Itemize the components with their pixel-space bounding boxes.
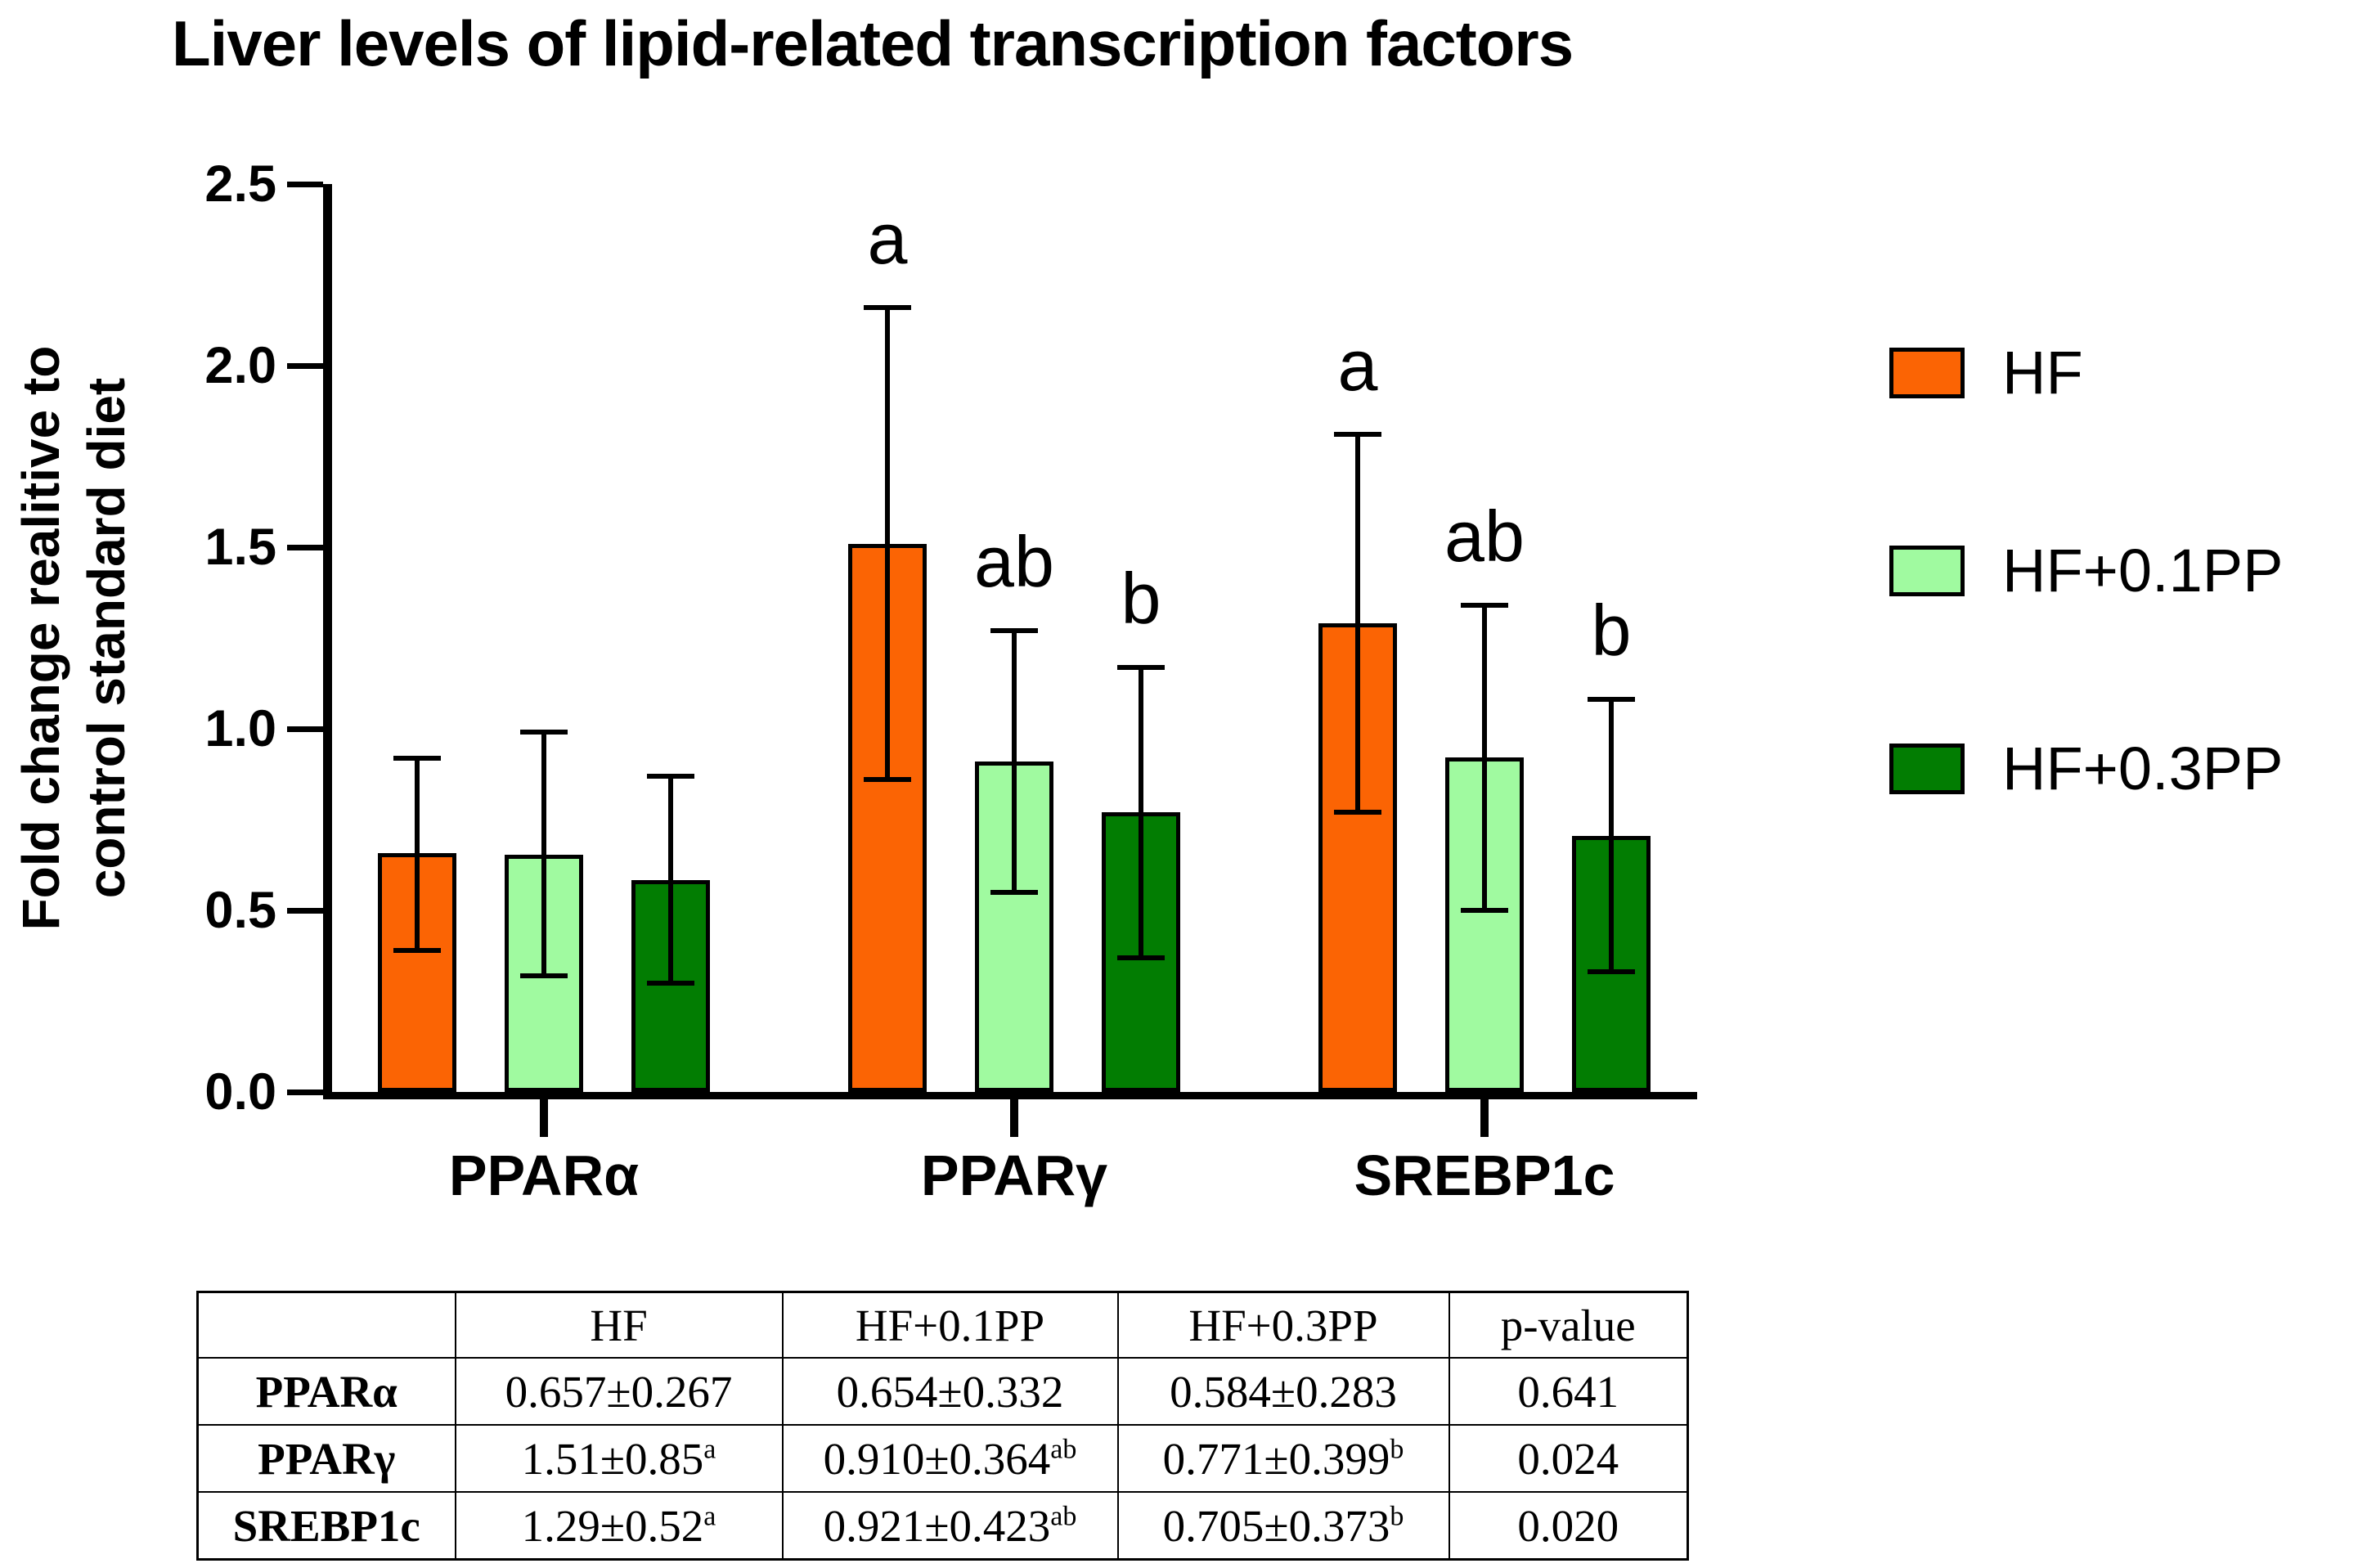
y-tick-label: 2.5 [204,155,276,213]
bar-hf-0-1pp-1 [975,761,1053,1092]
significance-letter: b [1591,590,1632,672]
error-bar-line [1012,631,1017,892]
stats-table-header: HF HF+0.1PP HF+0.3PP p-value [196,1291,1689,1359]
stats-table-cell: 0.024 [1448,1424,1689,1493]
x-tick-mark [540,1099,548,1137]
y-tick-mark [287,182,323,187]
stats-table-row-label: SREBP1c [196,1491,456,1561]
significance-letter: ab [974,521,1054,603]
error-bar-line [668,775,673,983]
y-tick-label: 1.5 [204,519,276,576]
stats-table: HF HF+0.1PP HF+0.3PP p-value PPARα 0.657±0.2… [196,1291,1689,1561]
error-bar-cap-top [990,628,1038,634]
stats-table-cell-superscript: b [1390,1501,1404,1532]
stats-table-row-label: PPARγ [196,1424,456,1493]
stats-table-cell-superscript: ab [1050,1434,1077,1465]
y-tick-label: 0.0 [204,1063,276,1121]
stats-table-cell-superscript: a [703,1434,716,1465]
error-bar-cap-bottom [990,889,1038,895]
error-bar-cap-top [647,773,694,779]
y-tick-label: 1.0 [204,700,276,757]
significance-letter: a [867,197,908,279]
legend-swatch-hf-0-3pp [1889,744,1965,794]
stats-table-row: SREBP1c 1.29±0.52a 0.921±0.423ab 0.705±0.37… [196,1491,1689,1561]
stats-table-header-cell: HF [454,1291,784,1359]
stats-table-header-cell [196,1291,456,1359]
error-bar-line [415,757,420,950]
stats-table-cell: 0.910±0.364ab [781,1424,1119,1493]
stats-table-cell: 1.29±0.52a [454,1491,784,1561]
error-bar-cap-bottom [864,777,911,783]
y-tick-mark [287,726,323,732]
error-bar-cap-bottom [1588,969,1635,975]
error-bar-line [1482,605,1487,910]
x-category-label: PPARγ [920,1143,1108,1207]
error-bar-line [1609,699,1614,973]
error-bar-cap-bottom [647,980,694,986]
stats-table-cell: 0.921±0.423ab [781,1491,1119,1561]
legend-swatch-hf [1889,348,1965,398]
legend-label: HF+0.1PP [2002,537,2284,604]
stats-table-cell: 0.654±0.332 [781,1357,1119,1426]
legend-label: HF+0.3PP [2002,735,2284,802]
significance-letter: b [1121,557,1161,639]
y-tick-mark [287,908,323,914]
stats-table-cell: 0.641 [1448,1357,1689,1426]
stats-table-header-row: HF HF+0.1PP HF+0.3PP p-value [196,1291,1689,1359]
x-tick-mark [1010,1099,1018,1137]
y-tick-label: 0.5 [204,882,276,939]
error-bar-cap-top [520,730,568,735]
y-axis-label: Fold change realitive to control standar… [8,65,147,1211]
error-bar-cap-bottom [1117,955,1165,960]
error-bar-line [1139,667,1143,958]
stats-table-cell-superscript: b [1390,1434,1404,1465]
y-tick-label: 2.0 [204,337,276,394]
stats-table-cell-superscript: ab [1050,1501,1077,1532]
stats-table-cell: 0.657±0.267 [454,1357,784,1426]
error-bar-cap-bottom [1334,810,1381,815]
stats-table-cell-superscript: a [703,1501,716,1532]
stats-table-row: PPARγ 1.51±0.85a 0.910±0.364ab 0.771±0.399b… [196,1424,1689,1493]
y-tick-mark [287,363,323,369]
error-bar-cap-bottom [520,973,568,978]
stats-table-cell: 1.51±0.85a [454,1424,784,1493]
stats-table-header-cell: HF+0.1PP [781,1291,1119,1359]
stats-table-cell: 0.705±0.373b [1116,1491,1450,1561]
stats-table-header-cell: p-value [1448,1291,1689,1359]
error-bar-line [885,307,890,780]
significance-letter: ab [1444,496,1525,577]
error-bar-cap-top [1461,603,1508,609]
error-bar-cap-top [1588,697,1635,703]
error-bar-cap-top [864,304,911,310]
stats-table-header-cell: HF+0.3PP [1116,1291,1450,1359]
x-tick-mark [1480,1099,1489,1137]
y-tick-mark [287,1090,323,1095]
x-category-label: PPARα [448,1143,640,1207]
y-axis-label-line1: Fold change realitive to [11,345,70,931]
stats-table-cell: 0.771±0.399b [1116,1424,1450,1493]
stats-table-body: PPARα 0.657±0.267 0.654±0.332 0.584±0.283 0.… [196,1357,1689,1561]
error-bar-cap-bottom [393,947,441,953]
stats-table-row: PPARα 0.657±0.267 0.654±0.332 0.584±0.283 0.… [196,1357,1689,1426]
y-axis-line [323,184,332,1099]
y-axis-label-line2: control standard diet [77,377,136,899]
error-bar-cap-top [1117,664,1165,670]
significance-letter: a [1337,325,1378,407]
x-category-label: SREBP1c [1354,1143,1615,1207]
stats-table-row-label: PPARα [196,1357,456,1426]
error-bar-cap-bottom [1461,908,1508,913]
x-axis-line [323,1092,1697,1099]
error-bar-cap-top [393,755,441,761]
legend-label: HF [2002,339,2083,407]
stats-table-cell: 0.584±0.283 [1116,1357,1450,1426]
y-tick-mark [287,545,323,550]
error-bar-cap-top [1334,432,1381,438]
stats-table-cell: 0.020 [1448,1491,1689,1561]
legend-swatch-hf-0-1pp [1889,546,1965,596]
error-bar-line [1355,434,1360,813]
chart-title: Liver levels of lipid-related transcript… [172,7,1574,79]
error-bar-line [541,732,546,976]
